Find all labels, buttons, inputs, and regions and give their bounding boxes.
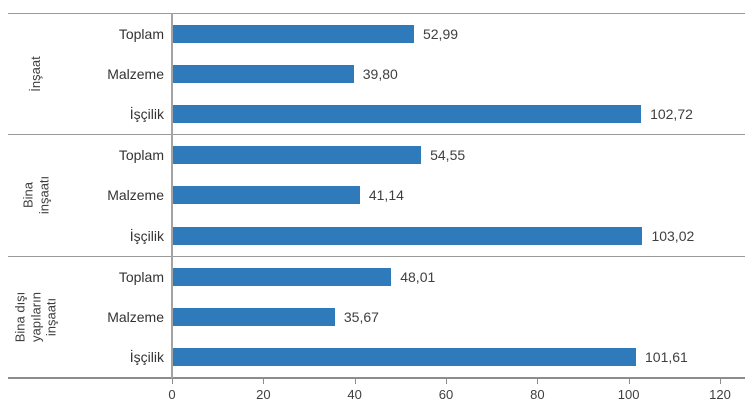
category-label: İşçilik <box>129 227 164 244</box>
bar-group: İnşaat Toplam 52,99 Malzeme 39,80 İşçilik 102,… <box>8 13 745 134</box>
bar <box>172 267 392 286</box>
bar <box>172 186 360 205</box>
value-label: 35,67 <box>343 308 379 325</box>
bar-row: İşçilik 103,02 <box>64 216 745 256</box>
x-axis-tick <box>537 379 539 384</box>
chart-plot-area: İnşaat Toplam 52,99 Malzeme 39,80 İşçilik 102,… <box>8 13 745 377</box>
group-label-line: inşaatı <box>36 176 51 215</box>
x-axis-tick-label: 80 <box>530 387 545 402</box>
x-axis-tick-label: 40 <box>347 387 362 402</box>
x-axis-tick-label: 120 <box>709 387 731 402</box>
x-axis-tick <box>354 379 356 384</box>
bar <box>172 105 642 124</box>
group-rows: Toplam 52,99 Malzeme 39,80 İşçilik 102,72 <box>64 13 745 134</box>
group-label-cell: Bina inşaatı <box>8 134 64 255</box>
x-axis-tick <box>172 379 173 384</box>
category-label: Toplam <box>118 268 164 285</box>
bar-track: 52,99 <box>172 25 720 44</box>
value-label: 41,14 <box>368 187 404 204</box>
x-axis-tick-label: 0 <box>168 387 176 402</box>
x-axis-tick-label: 20 <box>256 387 271 402</box>
bar-row: Toplam 48,01 <box>64 257 745 297</box>
category-label: Malzeme <box>107 187 164 204</box>
bar-group: Bina dışı yapıların inşaatı Toplam 48,01 Malz… <box>8 255 745 377</box>
bar-row: Malzeme 35,67 <box>64 297 745 337</box>
group-label-cell: Bina dışı yapıların inşaatı <box>8 255 64 377</box>
x-axis-tick <box>446 379 447 384</box>
value-label: 54,55 <box>430 147 466 164</box>
category-label: Toplam <box>118 26 164 43</box>
x-axis-tick-label: 60 <box>438 387 454 402</box>
x-axis-tick <box>628 379 630 384</box>
value-label: 52,99 <box>422 26 459 43</box>
group-label-line: İnşaat <box>28 56 44 92</box>
group-label-cell: İnşaat <box>8 13 64 134</box>
bar-row: Malzeme 39,80 <box>64 54 745 94</box>
group-label-line: inşaatı <box>43 297 59 336</box>
bar-row: Toplam 54,55 <box>64 135 745 175</box>
bar-row: Toplam 52,99 <box>64 14 745 54</box>
category-label: Malzeme <box>107 66 164 83</box>
group-rows: Toplam 54,55 Malzeme 41,14 İşçilik 103,02 <box>64 134 745 255</box>
bar <box>172 65 354 84</box>
category-label: Malzeme <box>107 308 164 325</box>
group-label-line: Bina dışı <box>12 291 28 343</box>
category-label: İşçilik <box>129 348 164 365</box>
bar-track: 41,14 <box>172 186 720 205</box>
bar <box>172 146 422 165</box>
bar <box>172 347 637 366</box>
value-label: 103,02 <box>651 227 695 244</box>
group-label: İnşaat <box>28 56 44 91</box>
bar-track: 35,67 <box>172 307 720 326</box>
bar-group: Bina inşaatı Toplam 54,55 Malzeme 41,14 İşçili… <box>8 134 745 255</box>
group-rows: Toplam 48,01 Malzeme 35,67 İşçilik 101,61 <box>64 255 745 377</box>
category-axis-line <box>171 13 173 378</box>
bar-track: 102,72 <box>172 105 720 124</box>
bar-track: 48,01 <box>172 267 720 286</box>
value-label: 39,80 <box>362 66 398 83</box>
x-axis: 0 20 40 60 80 100 120 <box>8 377 745 413</box>
bar <box>172 25 414 44</box>
bar-track: 39,80 <box>172 65 720 84</box>
bar-row: İşçilik 102,72 <box>64 94 745 134</box>
x-axis-tick <box>263 379 265 384</box>
bar-track: 103,02 <box>172 226 720 245</box>
bar <box>172 307 335 326</box>
bar-track: 54,55 <box>172 146 720 165</box>
group-label: Bina inşaatı <box>20 176 51 214</box>
group-label: Bina dışı yapıların inşaatı <box>13 292 60 343</box>
bar-row: Malzeme 41,14 <box>64 175 745 215</box>
value-label: 102,72 <box>650 106 693 123</box>
value-label: 101,61 <box>645 348 688 365</box>
value-label: 48,01 <box>400 268 436 285</box>
bar <box>172 226 643 245</box>
group-label-line: Bina <box>20 182 36 209</box>
category-label: Toplam <box>118 147 164 164</box>
bar-row: İşçilik 101,61 <box>64 337 745 377</box>
category-label: İşçilik <box>129 106 164 123</box>
group-label-line: yapıların <box>28 291 44 342</box>
x-axis-tick <box>720 379 721 384</box>
x-axis-tick-label: 100 <box>617 387 640 402</box>
bar-track: 101,61 <box>172 347 720 366</box>
